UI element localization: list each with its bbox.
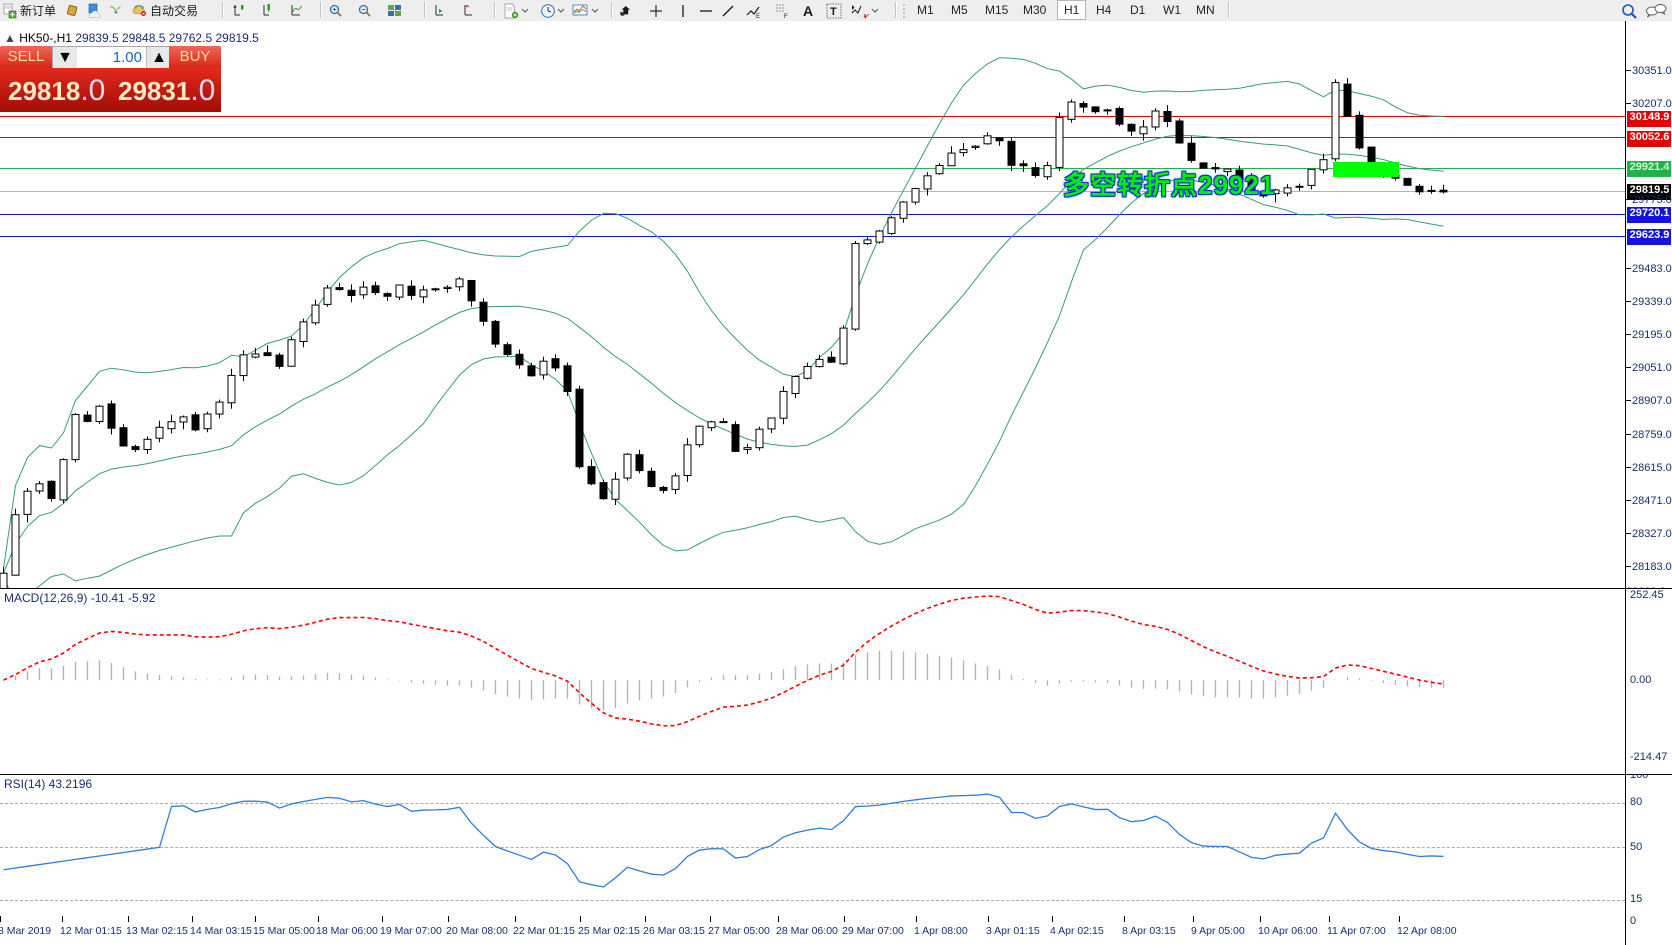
svg-text:E: E	[756, 14, 760, 19]
svg-text:T: T	[830, 6, 837, 18]
svg-text:F: F	[784, 14, 788, 19]
